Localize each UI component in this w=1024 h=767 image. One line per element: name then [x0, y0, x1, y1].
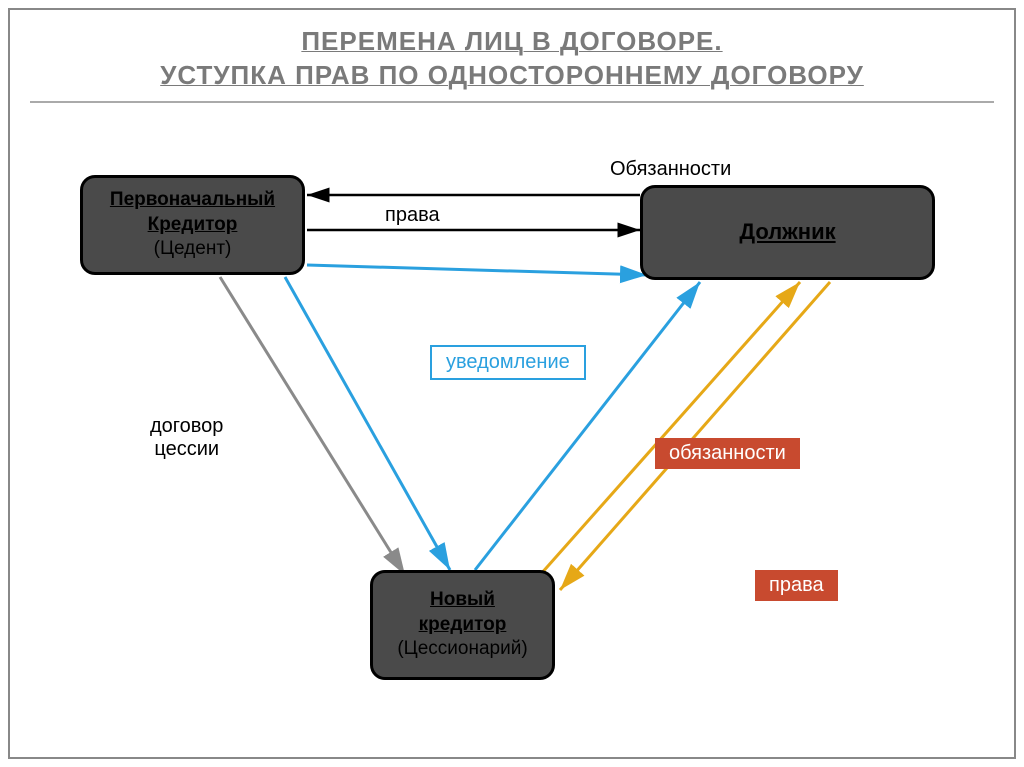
label-rights-top: права — [385, 204, 440, 227]
node-debtor-label: Должник — [739, 218, 835, 247]
node-label-2: Кредитор — [148, 213, 238, 238]
title-line-2: УСТУПКА ПРАВ ПО ОДНОСТОРОННЕМУ ДОГОВОРУ — [30, 59, 994, 93]
label-obligations-top: Обязанности — [610, 158, 731, 181]
title-line-1: ПЕРЕМЕНА ЛИЦ В ДОГОВОРЕ. — [30, 25, 994, 59]
label-cession-1: договор — [150, 415, 223, 437]
label-obligations-right: обязанности — [655, 438, 800, 469]
node-debtor: Должник — [640, 185, 935, 280]
node-new-label-2: кредитор — [419, 613, 507, 638]
node-label-3: (Цедент) — [154, 237, 232, 262]
title-container: ПЕРЕМЕНА ЛИЦ В ДОГОВОРЕ. УСТУПКА ПРАВ ПО… — [30, 25, 994, 103]
label-rights-right: права — [755, 570, 838, 601]
node-original-creditor: Первоначальный Кредитор (Цедент) — [80, 175, 305, 275]
node-label-1: Первоначальный — [110, 188, 275, 213]
node-new-label-3: (Цессионарий) — [397, 637, 527, 662]
node-new-label-1: Новый — [430, 588, 495, 613]
label-cession: договор цессии — [150, 415, 223, 461]
node-new-creditor: Новый кредитор (Цессионарий) — [370, 570, 555, 680]
label-cession-2: цессии — [154, 438, 219, 460]
label-notice: уведомление — [430, 345, 586, 380]
